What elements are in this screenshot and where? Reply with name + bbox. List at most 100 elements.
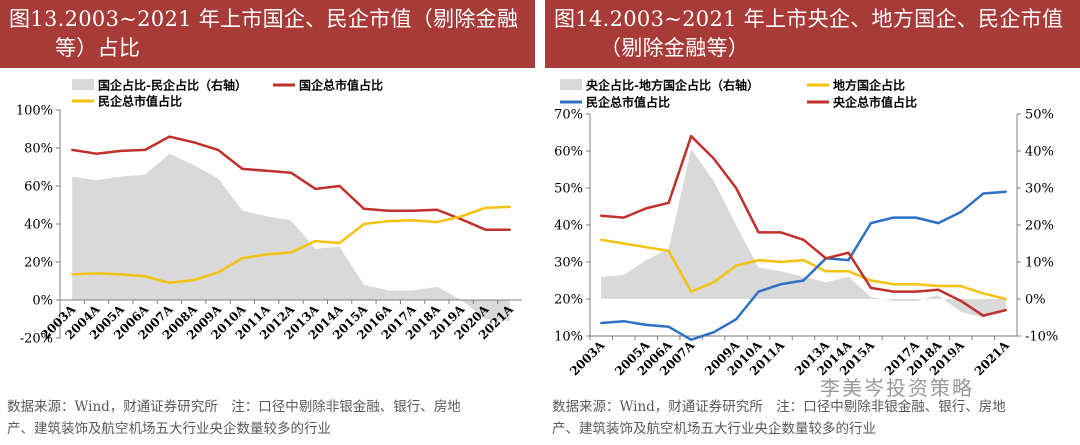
- fig13-point: [435, 208, 439, 211]
- fig14-area-series: [601, 149, 1006, 318]
- fig13-point: [70, 148, 74, 152]
- fig14-legend-0-swatch: [560, 79, 582, 90]
- fig13-point: [168, 135, 171, 138]
- fig14-y2-tick-label: 20%: [1025, 219, 1054, 234]
- fig14-point: [982, 292, 985, 295]
- fig13-y-tick-label: 40%: [24, 218, 53, 233]
- fig13-point: [338, 184, 341, 188]
- figure-14-panel: 图14.2003~2021 年上市央企、地方国企、民企市值 （剔除金融等） 央企…: [545, 0, 1080, 445]
- fig13-y-tick-label: 20%: [24, 256, 53, 271]
- figure-13-header: 图13.2003~2021 年上市国企、民企市值（剔除金融 等）占比: [0, 0, 535, 68]
- fig13-point: [508, 205, 512, 209]
- fig14-point: [734, 318, 738, 321]
- fig13-y-tick-label: 60%: [24, 180, 53, 195]
- figure-13-title-line2: 等）占比: [55, 36, 141, 60]
- figure-14-source-note: 数据来源：Wind，财通证券研究所 注：口径中剔除非银金融、银行、房地 产、建筑…: [552, 396, 1077, 440]
- fig14-point: [914, 290, 918, 293]
- fig14-point: [914, 283, 918, 286]
- fig14-point: [712, 331, 715, 334]
- fig14-point: [892, 290, 895, 293]
- fig14-point: [757, 290, 760, 293]
- fig14-point: [734, 186, 738, 190]
- fig14-point: [802, 238, 805, 241]
- fig14-y2-tick-label: 40%: [1025, 145, 1054, 160]
- fig13-point: [192, 278, 195, 282]
- fig14-point: [982, 314, 985, 317]
- fig14-y2-tick-label: 30%: [1025, 182, 1054, 197]
- fig13-point: [314, 239, 317, 243]
- fig14-y2-tick-label: 50%: [1025, 108, 1054, 123]
- fig14-point: [892, 216, 895, 219]
- fig13-point: [168, 281, 171, 285]
- fig13-point: [508, 228, 512, 231]
- fig14-point: [959, 284, 963, 288]
- fig14-point: [622, 216, 625, 219]
- figure-13-note-line1: 数据来源：Wind，财通证券研究所 注：口径中剔除非银金融、银行、房地: [7, 399, 461, 415]
- figure-13-title-line1: 图13.2003~2021 年上市国企、民企市值（剔除金融: [9, 7, 519, 31]
- figure-13-title: 图13.2003~2021 年上市国企、民企市值（剔除金融 等）占比: [9, 5, 529, 63]
- fig14-point: [847, 270, 850, 273]
- fig14-point: [644, 246, 648, 249]
- fig13-area-series: [72, 153, 510, 321]
- fig13-point: [289, 251, 293, 254]
- fig14-point: [600, 238, 603, 241]
- fig14-y2-tick-label: 0%: [1025, 293, 1046, 308]
- fig14-point: [757, 258, 760, 262]
- fig13-legend-0-label: 国企占比-民企占比（右轴）: [98, 78, 247, 93]
- fig14-point: [622, 320, 625, 323]
- fig14-point: [847, 251, 850, 254]
- figure-14-header: 图14.2003~2021 年上市央企、地方国企、民企市值 （剔除金融等）: [545, 0, 1080, 68]
- fig13-point: [387, 209, 390, 212]
- fig14-point: [937, 284, 940, 288]
- fig13-y-tick-label: 0%: [32, 294, 53, 309]
- fig14-y-tick-label: 20%: [554, 293, 583, 308]
- fig14-y-tick-label: 10%: [554, 330, 583, 345]
- fig14-y-tick-label: 70%: [554, 108, 583, 123]
- fig14-point: [937, 288, 940, 291]
- fig13-y-tick-label: 100%: [16, 104, 53, 119]
- fig14-point: [869, 286, 873, 290]
- fig14-y-tick-label: 30%: [554, 256, 583, 271]
- fig14-legend-3-label: 央企总市值占比: [833, 95, 917, 110]
- fig13-point: [411, 209, 414, 212]
- figure-14-note-line2: 产、建筑装饰及航空机场五大行业央企数量较多的行业: [552, 421, 876, 437]
- fig14-point: [712, 281, 715, 284]
- fig14-point: [959, 210, 963, 214]
- fig13-point: [95, 152, 98, 155]
- fig14-y2-tick-label: 10%: [1025, 256, 1054, 271]
- fig13-point: [460, 218, 463, 221]
- fig13-point: [241, 257, 244, 260]
- fig14-point: [622, 242, 625, 245]
- figure-13-source-note: 数据来源：Wind，财通证券研究所 注：口径中剔除非银金融、银行、房地 产、建筑…: [7, 396, 532, 440]
- fig13-point: [265, 253, 268, 256]
- fig14-legend-1-label: 地方国企占比: [833, 78, 905, 93]
- watermark-text: 李美岑投资策略: [820, 376, 974, 400]
- fig13-point: [216, 271, 220, 274]
- fig13-point: [338, 241, 341, 245]
- fig14-point: [779, 260, 783, 264]
- fig14-point: [982, 192, 985, 195]
- fig14-point: [937, 221, 940, 225]
- fig14-point: [689, 135, 693, 138]
- fig14-point: [667, 325, 670, 328]
- fig14-point: [1004, 297, 1007, 301]
- fig14-point: [644, 207, 648, 210]
- figure-14-title: 图14.2003~2021 年上市央企、地方国企、民企市值 （剔除金融等）: [554, 5, 1074, 63]
- fig14-x-tick-label: 2021A: [972, 338, 1013, 379]
- fig14-legend-2-label: 民企总市值占比: [586, 95, 670, 110]
- fig13-point: [70, 273, 74, 276]
- figure-14-title-line1: 图14.2003~2021 年上市央企、地方国企、民企市值: [554, 7, 1064, 31]
- fig14-point: [712, 157, 715, 160]
- fig13-point: [314, 187, 317, 191]
- fig14-y-tick-label: 40%: [554, 219, 583, 234]
- fig13-legend-0-swatch: [72, 79, 94, 90]
- fig13-point: [119, 149, 122, 153]
- fig14-point: [734, 264, 738, 267]
- fig14-y-tick-label: 60%: [554, 145, 583, 160]
- fig14-point: [869, 279, 873, 282]
- fig14-point: [1004, 308, 1007, 312]
- fig13-point: [241, 167, 244, 171]
- fig13-point: [460, 215, 463, 218]
- fig14-point: [779, 283, 783, 286]
